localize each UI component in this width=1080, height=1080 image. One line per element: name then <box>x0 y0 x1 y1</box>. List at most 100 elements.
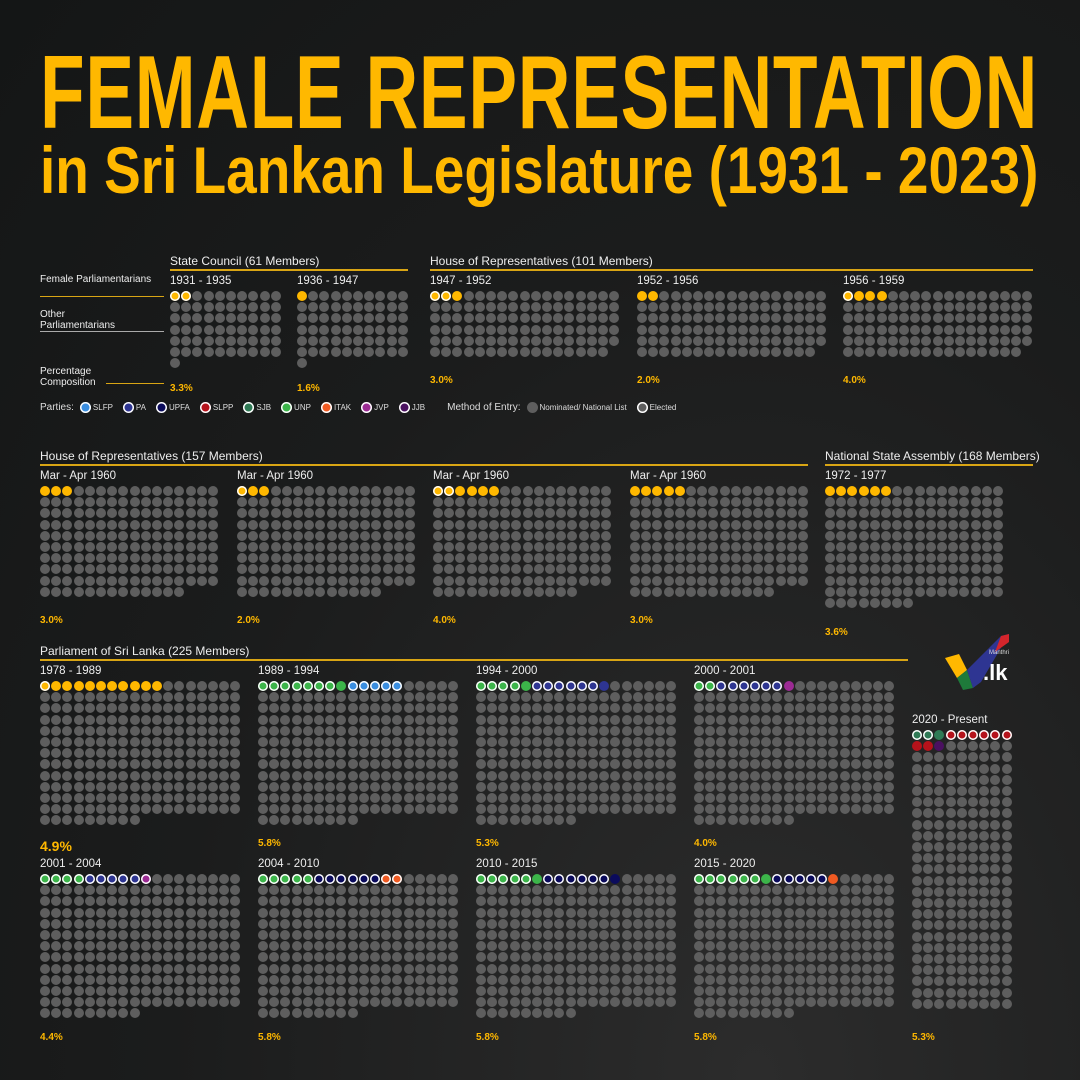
dot-other-member <box>884 804 895 815</box>
dot-other-member <box>925 564 936 575</box>
dot-other-member <box>993 575 1003 586</box>
dot-other-member <box>948 553 959 564</box>
dot-other-member <box>652 497 663 508</box>
dot-other-member <box>817 963 828 974</box>
dot-other-member <box>73 759 84 770</box>
dot-other-member <box>62 781 73 792</box>
dot-other-member <box>1001 741 1012 752</box>
dot-other-member <box>760 291 771 301</box>
dot-other-member <box>750 896 760 907</box>
dot-other-member <box>588 896 598 907</box>
dot-other-member <box>610 804 621 815</box>
dot-other-member <box>40 974 50 985</box>
dot-other-member <box>476 692 486 703</box>
dot-other-member <box>979 741 990 752</box>
dot-other-member <box>487 930 498 940</box>
dot-other-member <box>84 564 95 575</box>
dot-other-member <box>839 952 850 963</box>
dot-other-member <box>280 759 291 770</box>
dot-other-member <box>230 952 241 963</box>
dot-other-member <box>847 497 858 508</box>
dot-other-member <box>923 830 934 841</box>
dot-other-member <box>84 508 95 519</box>
dot-other-member <box>522 508 533 519</box>
dot-other-member <box>426 703 436 714</box>
dot-other-member <box>118 497 129 508</box>
dot-other-member <box>414 703 425 714</box>
dot-other-member <box>371 564 382 575</box>
dot-other-member <box>437 748 448 759</box>
dot-other-member <box>925 530 936 541</box>
dot-other-member <box>543 952 554 963</box>
dot-other-member <box>140 703 151 714</box>
dot-other-member <box>670 335 681 346</box>
dot-other-member <box>474 313 485 324</box>
dot-other-member <box>448 974 459 985</box>
dot-other-member <box>750 725 760 736</box>
dot-other-member <box>854 347 865 357</box>
dot-other-member <box>62 586 73 597</box>
dot-other-member <box>884 759 895 770</box>
dot-other-member <box>84 941 95 952</box>
dot-other-member <box>556 497 567 508</box>
dot-other-member <box>772 896 783 907</box>
dot-other-member <box>230 759 241 770</box>
dot-other-member <box>40 564 50 575</box>
dot-other-member <box>152 963 162 974</box>
dot-other-member <box>945 998 956 1009</box>
dot-other-member <box>601 486 611 496</box>
dot-other-member <box>129 952 140 963</box>
dot-other-member <box>476 703 486 714</box>
dot-other-member <box>347 918 358 929</box>
dot-female-slfp <box>358 681 369 691</box>
dot-other-member <box>644 703 654 714</box>
dot-other-member <box>887 347 898 357</box>
dot-other-member <box>196 952 207 963</box>
dot-other-member <box>806 759 816 770</box>
dot-other-member <box>705 941 716 952</box>
dot-other-member <box>174 907 185 918</box>
dot-other-member <box>945 853 956 864</box>
dot-other-member <box>738 941 749 952</box>
dot-other-member <box>876 347 887 357</box>
dot-other-member <box>742 586 752 597</box>
dot-other-member <box>750 963 760 974</box>
dot-other-member <box>302 974 313 985</box>
dot-other-member <box>858 530 869 541</box>
dot-other-member <box>670 291 681 301</box>
dot-other-member <box>556 486 567 496</box>
dot-other-member <box>775 530 786 541</box>
dot-other-member <box>532 918 542 929</box>
dot-other-member <box>326 542 337 552</box>
dot-other-member <box>966 291 977 301</box>
dot-other-member <box>214 302 225 313</box>
dot-other-member <box>726 302 737 313</box>
dot-other-member <box>84 885 95 896</box>
dot-other-member <box>599 885 610 896</box>
dot-other-member <box>839 997 850 1008</box>
dot-other-member <box>129 508 140 519</box>
dot-other-member <box>163 759 174 770</box>
dot-other-member <box>970 542 981 552</box>
dot-other-member <box>498 930 509 940</box>
dot-other-member <box>437 714 448 725</box>
dot-other-member <box>509 907 520 918</box>
legend: Parties: SLFP PA UPFA SLPP SJB UNP ITAK JVP JJB … <box>40 402 686 413</box>
dot-other-member <box>599 793 610 803</box>
dot-other-member <box>140 963 151 974</box>
dot-other-member <box>530 347 541 357</box>
dot-other-member <box>836 542 847 552</box>
dot-other-member <box>51 542 62 552</box>
dot-other-member <box>84 918 95 929</box>
dot-other-member <box>554 941 565 952</box>
dot-other-member <box>644 963 654 974</box>
dot-other-member <box>955 291 965 301</box>
dot-other-member <box>869 542 880 552</box>
dot-other-member <box>196 974 207 985</box>
dot-other-member <box>697 542 708 552</box>
dot-other-member <box>302 793 313 803</box>
dot-other-member <box>981 542 992 552</box>
dot-other-member <box>884 703 895 714</box>
dot-other-member <box>129 997 140 1008</box>
dot-other-member <box>152 486 162 496</box>
